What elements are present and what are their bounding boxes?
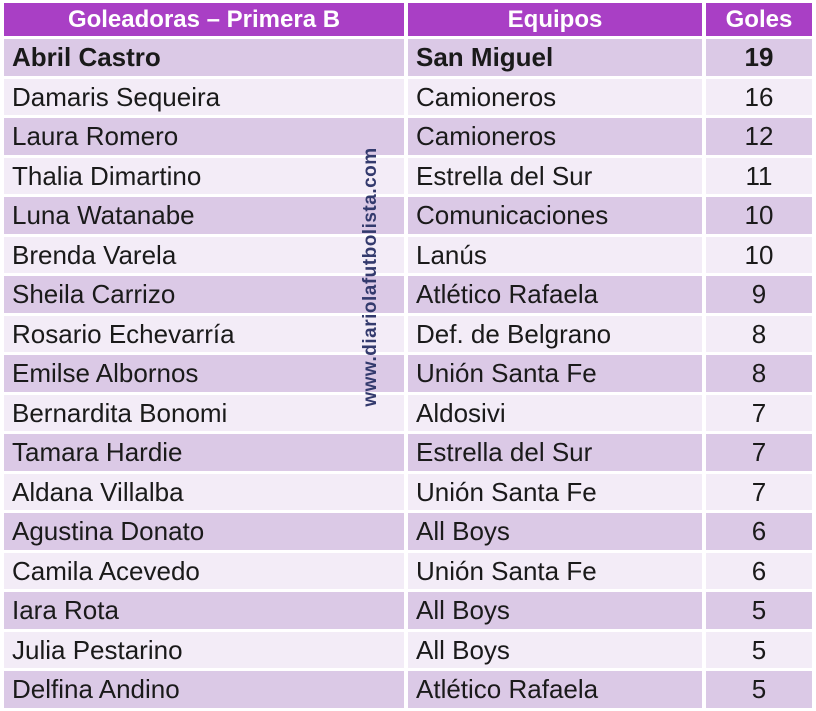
goals-count: 16 <box>706 78 812 115</box>
scorer-row: Abril Castro San Miguel 19 <box>4 39 812 76</box>
player-name: Delfina Andino <box>4 671 404 708</box>
team-name: All Boys <box>408 513 702 550</box>
player-name: Iara Rota <box>4 592 404 629</box>
team-name: Lanús <box>408 236 702 273</box>
goals-count: 5 <box>706 671 812 708</box>
player-name: Bernardita Bonomi <box>4 394 404 431</box>
scorer-row: Bernardita Bonomi Aldosivi 7 <box>4 394 812 431</box>
player-name: Emilse Albornos <box>4 355 404 392</box>
scorer-row: Brenda Varela Lanús 10 <box>4 236 812 273</box>
goals-count: 8 <box>706 315 812 352</box>
team-name: All Boys <box>408 631 702 668</box>
player-name: Agustina Donato <box>4 513 404 550</box>
scorer-row: Agustina Donato All Boys 6 <box>4 513 812 550</box>
scorer-row: Sheila Carrizo Atlético Rafaela 9 <box>4 276 812 313</box>
column-header-equipos: Equipos <box>408 3 702 36</box>
player-name: Brenda Varela <box>4 236 404 273</box>
scorer-row: Tamara Hardie Estrella del Sur 7 <box>4 434 812 471</box>
player-name: Camila Acevedo <box>4 552 404 589</box>
goals-count: 11 <box>706 157 812 194</box>
player-name: Luna Watanabe <box>4 197 404 234</box>
team-name: Atlético Rafaela <box>408 671 702 708</box>
scorer-row: Emilse Albornos Unión Santa Fe 8 <box>4 355 812 392</box>
scorer-row: Camila Acevedo Unión Santa Fe 6 <box>4 552 812 589</box>
player-name: Rosario Echevarría <box>4 315 404 352</box>
scorer-row: Damaris Sequeira Camioneros 16 <box>4 78 812 115</box>
scorer-row: Rosario Echevarría Def. de Belgrano 8 <box>4 315 812 352</box>
team-name: Camioneros <box>408 118 702 155</box>
goals-count: 5 <box>706 592 812 629</box>
team-name: Unión Santa Fe <box>408 552 702 589</box>
goals-count: 6 <box>706 513 812 550</box>
goals-count: 19 <box>706 39 812 76</box>
goals-count: 12 <box>706 118 812 155</box>
team-name: Unión Santa Fe <box>408 355 702 392</box>
team-name: All Boys <box>408 592 702 629</box>
column-header-goles: Goles <box>706 3 812 36</box>
player-name: Damaris Sequeira <box>4 78 404 115</box>
goals-count: 7 <box>706 473 812 510</box>
team-name: Atlético Rafaela <box>408 276 702 313</box>
scorer-row: Delfina Andino Atlético Rafaela 5 <box>4 671 812 708</box>
scorer-row: Thalia Dimartino Estrella del Sur 11 <box>4 157 812 194</box>
team-name: Estrella del Sur <box>408 434 702 471</box>
team-name: Estrella del Sur <box>408 157 702 194</box>
team-name: Camioneros <box>408 78 702 115</box>
scorer-row: Aldana Villalba Unión Santa Fe 7 <box>4 473 812 510</box>
goals-count: 9 <box>706 276 812 313</box>
goals-count: 7 <box>706 394 812 431</box>
player-name: Abril Castro <box>4 39 404 76</box>
scorer-row: Laura Romero Camioneros 12 <box>4 118 812 155</box>
team-name: Comunicaciones <box>408 197 702 234</box>
goals-count: 7 <box>706 434 812 471</box>
table-header-row: Goleadoras – Primera B Equipos Goles <box>4 3 812 36</box>
scorer-row: Iara Rota All Boys 5 <box>4 592 812 629</box>
goals-count: 6 <box>706 552 812 589</box>
player-name: Aldana Villalba <box>4 473 404 510</box>
player-name: Tamara Hardie <box>4 434 404 471</box>
team-name: Unión Santa Fe <box>408 473 702 510</box>
column-header-goleadoras: Goleadoras – Primera B <box>4 3 404 36</box>
team-name: San Miguel <box>408 39 702 76</box>
scorer-row: Luna Watanabe Comunicaciones 10 <box>4 197 812 234</box>
player-name: Sheila Carrizo <box>4 276 404 313</box>
goals-count: 10 <box>706 197 812 234</box>
player-name: Julia Pestarino <box>4 631 404 668</box>
team-name: Aldosivi <box>408 394 702 431</box>
player-name: Laura Romero <box>4 118 404 155</box>
team-name: Def. de Belgrano <box>408 315 702 352</box>
player-name: Thalia Dimartino <box>4 157 404 194</box>
goals-count: 8 <box>706 355 812 392</box>
scorer-row: Julia Pestarino All Boys 5 <box>4 631 812 668</box>
goals-count: 10 <box>706 236 812 273</box>
goals-count: 5 <box>706 631 812 668</box>
